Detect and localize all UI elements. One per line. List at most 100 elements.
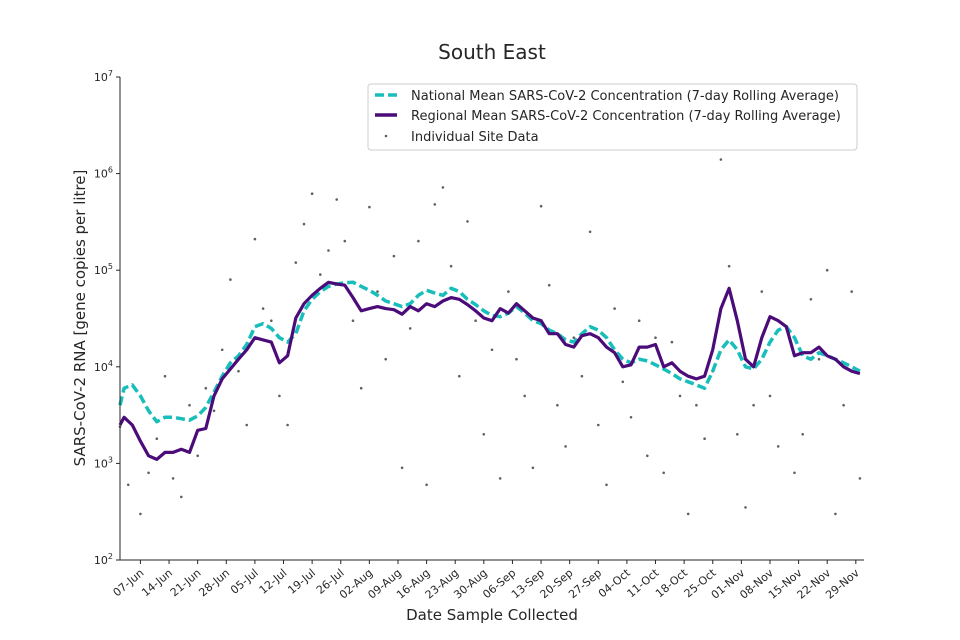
- site-data-point: [335, 198, 339, 201]
- site-data-point: [719, 158, 723, 161]
- site-data-point: [752, 403, 755, 407]
- legend-label-national: National Mean SARS-CoV-2 Concentration (…: [411, 89, 839, 104]
- site-data-point: [613, 307, 616, 310]
- y-tick-label: 106: [94, 166, 113, 181]
- scatter-points: [118, 158, 862, 516]
- y-tick-labels: 102 103 104 105 106 107: [94, 69, 120, 567]
- site-data-point: [433, 203, 437, 206]
- site-data-point: [597, 423, 600, 427]
- site-data-point: [237, 369, 240, 373]
- y-tick-label: 107: [94, 69, 113, 84]
- site-data-point: [220, 348, 224, 352]
- site-data-point: [817, 357, 821, 361]
- site-data-point: [556, 403, 559, 407]
- site-data-point: [188, 403, 191, 407]
- site-data-point: [359, 386, 363, 390]
- x-tick-label: 21-Jun: [168, 566, 204, 599]
- y-tick-label: 104: [94, 359, 113, 374]
- site-data-point: [850, 290, 853, 293]
- site-data-point: [204, 386, 208, 390]
- legend-swatch-site-data: [384, 134, 388, 138]
- site-data-point: [572, 336, 576, 340]
- series-lines: [118, 280, 861, 461]
- y-axis-title: SARS-CoV-2 RNA [gene copies per litre]: [71, 170, 89, 467]
- site-data-point: [302, 222, 306, 226]
- site-data-point: [768, 394, 772, 398]
- site-data-point: [126, 483, 130, 487]
- site-data-point: [621, 380, 625, 384]
- x-tick-labels: 07-Jun14-Jun21-Jun28-Jun05-Jul12-Jul19-J…: [111, 560, 862, 602]
- site-data-point: [294, 261, 298, 264]
- site-data-point: [343, 239, 347, 243]
- site-data-point: [482, 433, 486, 436]
- chart-title: South East: [438, 40, 546, 64]
- site-data-point: [858, 477, 862, 480]
- site-data-point: [408, 327, 412, 330]
- site-data-point: [155, 437, 159, 441]
- national-mean-line: [118, 280, 861, 424]
- site-data-point: [498, 477, 502, 480]
- site-data-point: [449, 264, 453, 268]
- x-axis-title: Date Sample Collected: [406, 606, 578, 624]
- site-data-point: [310, 192, 314, 195]
- site-data-point: [727, 264, 731, 268]
- site-data-point: [319, 273, 322, 276]
- x-tick-label: 29-Nov: [823, 566, 862, 602]
- site-data-point: [196, 454, 199, 458]
- x-tick-label: 27-Sep: [566, 566, 604, 601]
- x-tick-label: 05-Jul: [228, 566, 261, 596]
- site-data-point: [654, 336, 657, 340]
- site-data-point: [392, 254, 396, 258]
- site-data-point: [842, 403, 845, 407]
- site-data-point: [253, 237, 257, 241]
- site-data-point: [744, 506, 747, 509]
- site-data-point: [180, 495, 183, 499]
- site-data-point: [466, 220, 469, 223]
- site-data-point: [793, 471, 796, 475]
- site-data-point: [801, 433, 804, 436]
- site-data-point: [760, 290, 764, 293]
- site-data-point: [278, 394, 281, 398]
- site-data-point: [441, 186, 445, 189]
- site-data-point: [564, 445, 567, 448]
- x-tick-label: 14-Jun: [139, 566, 175, 599]
- x-tick-label: 19-Jul: [285, 566, 318, 596]
- y-tick-label: 103: [94, 455, 113, 470]
- site-data-point: [809, 298, 813, 301]
- site-data-point: [686, 512, 690, 516]
- site-data-point: [458, 374, 461, 378]
- y-tick-label: 105: [94, 262, 113, 277]
- site-data-point: [629, 416, 633, 419]
- site-data-point: [605, 483, 608, 487]
- site-data-point: [400, 466, 404, 470]
- site-data-point: [147, 471, 150, 475]
- site-data-point: [229, 278, 232, 281]
- site-data-point: [171, 477, 175, 480]
- site-data-point: [376, 290, 379, 293]
- site-data-point: [417, 239, 420, 243]
- site-data-point: [695, 403, 698, 407]
- site-data-point: [474, 319, 477, 323]
- site-data-point: [286, 423, 289, 427]
- site-data-point: [539, 204, 543, 208]
- site-data-point: [736, 433, 739, 436]
- site-data-point: [678, 394, 682, 398]
- site-data-point: [368, 205, 371, 209]
- site-data-point: [588, 230, 592, 234]
- site-data-point: [646, 454, 649, 458]
- site-data-point: [507, 290, 510, 293]
- site-data-point: [245, 423, 248, 427]
- site-data-point: [703, 437, 706, 441]
- site-data-point: [523, 394, 526, 398]
- legend-label-site-data: Individual Site Data: [411, 130, 539, 145]
- site-data-point: [580, 374, 584, 378]
- legend-label-regional: Regional Mean SARS-CoV-2 Concentration (…: [411, 109, 841, 124]
- site-data-point: [547, 283, 551, 287]
- x-tick-label: 07-Jun: [111, 566, 147, 599]
- site-data-point: [670, 340, 674, 344]
- site-data-point: [662, 471, 665, 475]
- site-data-point: [261, 307, 265, 310]
- site-data-point: [327, 249, 330, 252]
- legend: National Mean SARS-CoV-2 Concentration (…: [367, 83, 858, 151]
- site-data-point: [212, 409, 216, 413]
